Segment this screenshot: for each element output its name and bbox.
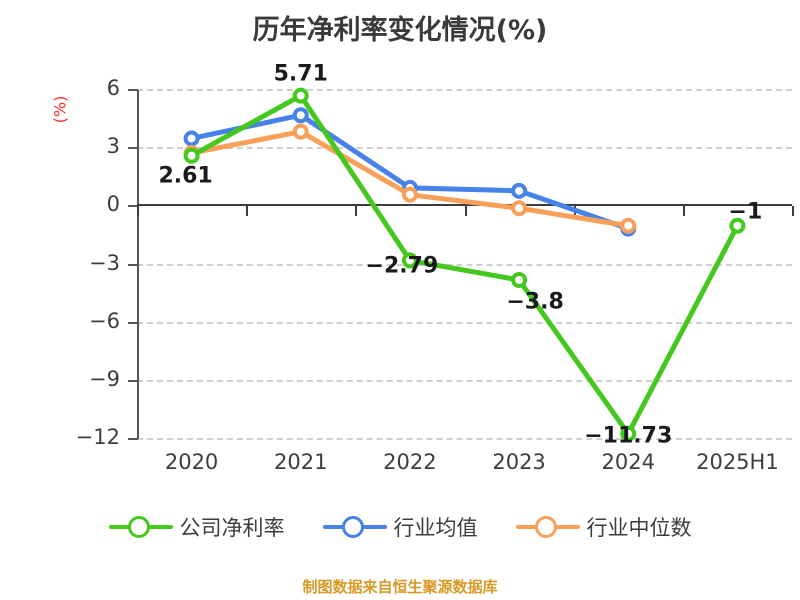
data-point-label: −2.79	[365, 253, 439, 279]
data-point-label: −1	[728, 199, 763, 225]
y-axis-tick	[128, 379, 138, 382]
legend-marker-icon	[322, 514, 387, 540]
x-axis-tick-label: 2020	[164, 450, 219, 474]
y-axis-tick	[128, 321, 138, 324]
gridline	[137, 438, 792, 440]
y-axis-tick-label: −3	[89, 250, 120, 275]
x-axis-tick-label: 2021	[274, 450, 328, 474]
y-axis-tick-label: −9	[89, 366, 120, 391]
y-axis-tick	[128, 438, 138, 440]
legend-marker-icon	[108, 514, 173, 540]
legend-item[interactable]: 行业中位数	[515, 512, 692, 542]
y-axis-tick-label: −6	[89, 308, 120, 333]
y-axis-line	[137, 90, 139, 439]
data-point-label: −3.8	[506, 289, 564, 315]
legend-marker-icon	[515, 514, 580, 540]
x-axis-tick-label: 2024	[601, 450, 655, 474]
y-axis-tick-label: 6	[106, 76, 120, 100]
gridline	[137, 89, 792, 91]
legend-item[interactable]: 行业均值	[322, 512, 478, 542]
x-axis-tick	[573, 206, 576, 216]
x-axis-tick-label: 2022	[383, 450, 437, 474]
y-axis-tick	[128, 263, 138, 266]
legend-item[interactable]: 公司净利率	[108, 512, 285, 542]
x-axis-tick	[792, 206, 794, 216]
y-axis-tick	[128, 205, 138, 208]
y-axis-tick-label: −12	[75, 425, 120, 449]
legend-label: 公司净利率	[179, 516, 285, 540]
legend-label: 行业中位数	[586, 516, 692, 540]
page-title: 历年净利率变化情况(%)	[252, 15, 548, 46]
x-axis-tick-label: 2025H1	[696, 450, 779, 474]
x-axis-tick	[246, 206, 249, 216]
y-axis-tick-label: 0	[106, 192, 120, 217]
source-footer: 制图数据来自恒生聚源数据库	[302, 578, 498, 596]
x-axis-tick	[137, 206, 139, 216]
data-point-label: 2.61	[158, 163, 213, 189]
y-axis-tick-label: 3	[106, 134, 120, 159]
legend-label: 行业均值	[393, 516, 478, 540]
x-axis-tick-label: 2023	[492, 450, 546, 474]
x-axis-tick	[464, 206, 467, 216]
data-point-label: 5.71	[273, 61, 328, 87]
y-axis-tick	[128, 147, 138, 150]
y-axis-tick	[128, 89, 138, 91]
x-axis-tick	[682, 206, 685, 216]
data-point-label: −11.73	[584, 423, 673, 449]
x-axis-tick	[355, 206, 358, 216]
legend: 公司净利率 行业均值 行业中位数	[0, 512, 800, 542]
